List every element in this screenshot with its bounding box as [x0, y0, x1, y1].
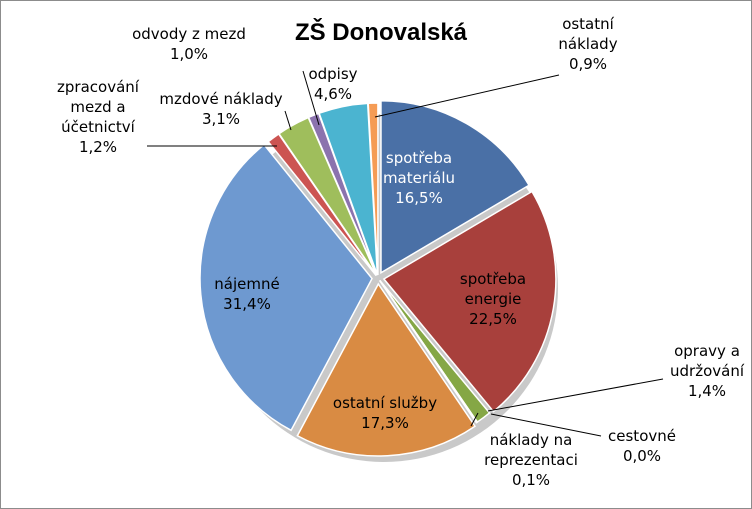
leader-line-3 [487, 378, 664, 412]
pie-slice-12 [367, 102, 379, 276]
chart-title: ZŠ Donovalská [294, 19, 468, 46]
slice-label-12: ostatní náklady 0,9% [558, 15, 617, 73]
slice-label-10: odvody z mezd 1,0% [132, 25, 246, 63]
leader-line-9 [284, 110, 292, 131]
slice-label-6: ostatní služby 17,3% [333, 394, 437, 432]
leader-line-5 [470, 412, 479, 427]
slice-label-8: zpracování mezd a účetnictví 1,2% [57, 78, 140, 156]
pie-slice-6 [296, 282, 477, 457]
slice-label-4: cestovné 0,0% [608, 427, 676, 465]
slice-label-2: spotřeba energie 22,5% [460, 270, 526, 328]
leader-line-10 [302, 70, 320, 126]
pie-slice-1 [380, 100, 531, 275]
pie-slice-2 [382, 190, 557, 413]
leader-line-4 [490, 413, 602, 437]
slice-label-5: náklady na reprezentaci 0,1% [484, 431, 578, 489]
pie-slice-7 [199, 143, 373, 432]
slice-label-3: opravy a udržování 1,4% [670, 342, 745, 400]
slice-label-7: nájemné 31,4% [214, 275, 279, 313]
slice-label-9: mzdové náklady 3,1% [159, 90, 282, 128]
slice-label-11: odpisy 4,6% [308, 65, 357, 103]
pie-slice-5 [379, 280, 479, 424]
leader-line-12 [374, 74, 560, 118]
slice-label-1: spotřeba materiálu 16,5% [383, 149, 455, 207]
